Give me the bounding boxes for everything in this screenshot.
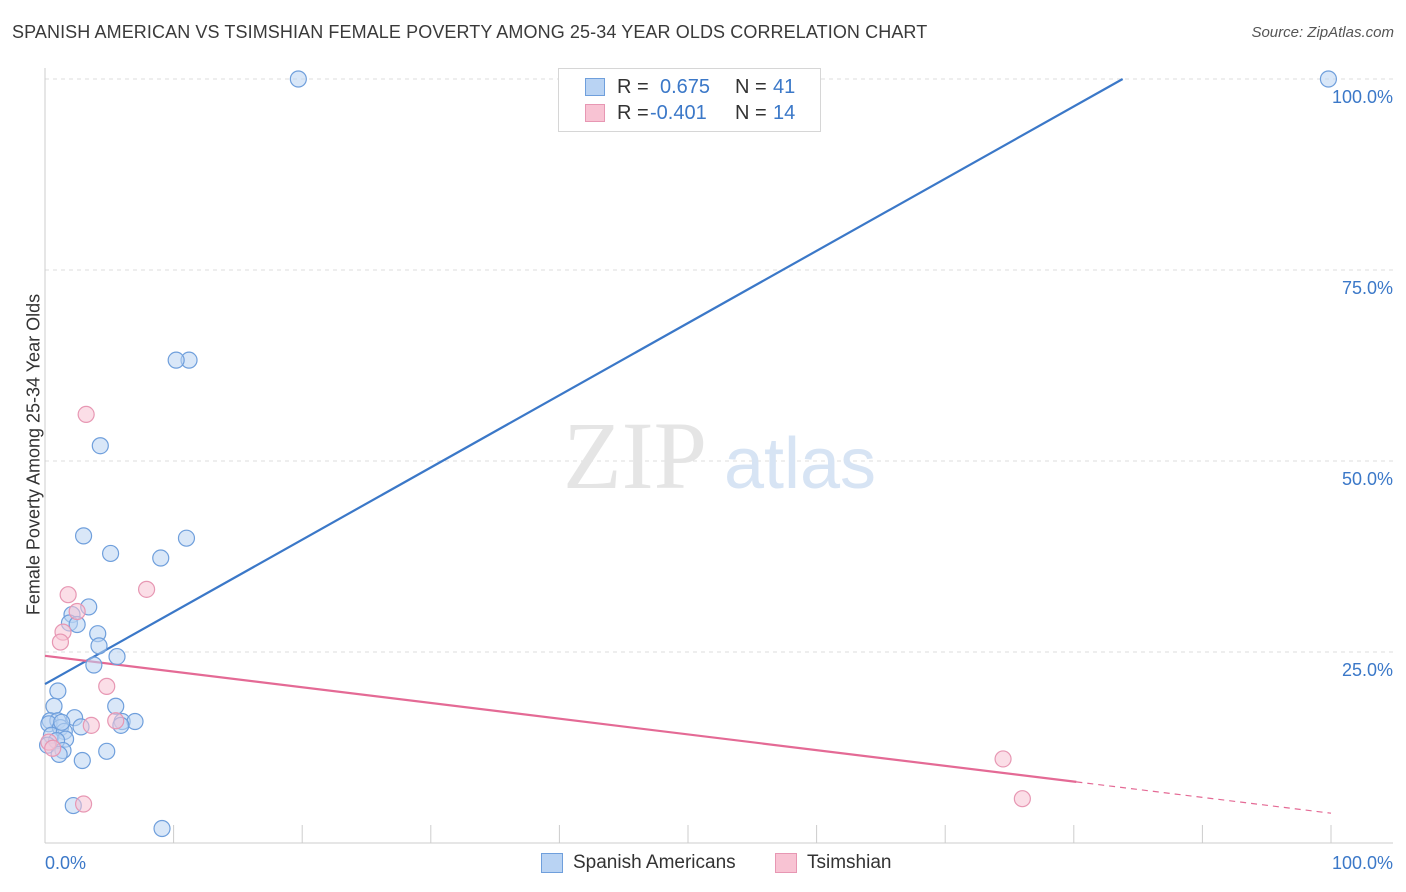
data-point-spanish-americans	[289, 70, 307, 88]
data-point-spanish-americans	[91, 437, 109, 455]
data-point-spanish-americans	[53, 713, 71, 731]
data-point-spanish-americans	[177, 529, 196, 547]
tick-labels: 25.0% 50.0% 75.0% 100.0% 0.0% 100.0%	[45, 87, 1393, 873]
watermark-zip: ZIP	[563, 402, 707, 509]
axes	[44, 68, 1393, 844]
legend-swatch-blue	[585, 78, 605, 96]
data-points	[38, 70, 1338, 838]
legend-r-value: 0.675	[660, 75, 711, 98]
data-point-tsimshian	[51, 633, 70, 651]
legend-row-tsimshian: R = -0.401 N = 14	[559, 100, 820, 126]
trend-line-tsimshian	[44, 654, 1077, 783]
legend-swatch-pink	[585, 104, 605, 122]
data-point-spanish-americans	[107, 697, 125, 715]
x-tick-label-max: 100.0%	[1332, 853, 1393, 873]
legend-item-tsimshian: Tsimshian	[775, 852, 891, 874]
data-point-tsimshian	[77, 405, 95, 423]
y-tick-label: 25.0%	[1342, 660, 1393, 680]
legend-r-label: R =	[617, 75, 649, 98]
correlation-legend: R = 0.675 N = 41 R = -0.401 N = 14	[558, 68, 821, 132]
data-point-tsimshian	[59, 586, 77, 604]
legend-r-value: -0.401	[650, 101, 707, 124]
trend-line-tsimshian	[1076, 781, 1332, 814]
data-point-spanish-americans	[85, 656, 103, 674]
data-point-spanish-americans	[108, 647, 126, 666]
legend-swatch-pink	[775, 853, 797, 873]
data-point-spanish-americans	[73, 751, 91, 770]
series-legend: Spanish Americans Tsimshian	[0, 852, 1406, 878]
y-tick-label: 50.0%	[1342, 469, 1393, 489]
data-point-tsimshian	[1013, 790, 1031, 808]
data-point-spanish-americans	[167, 351, 185, 369]
legend-n-label: N =	[735, 75, 767, 98]
y-tick-label: 75.0%	[1342, 278, 1393, 298]
data-point-spanish-americans	[45, 697, 63, 715]
data-point-spanish-americans	[49, 682, 67, 700]
legend-n-value: 41	[773, 75, 796, 98]
data-point-tsimshian	[44, 739, 62, 757]
data-point-tsimshian	[994, 750, 1012, 768]
y-axis-label: Female Poverty Among 25-34 Year Olds	[23, 293, 44, 616]
data-point-spanish-americans	[1319, 70, 1338, 88]
y-tick-label: 100.0%	[1332, 87, 1393, 107]
legend-label: Tsimshian	[807, 852, 892, 873]
data-point-spanish-americans	[153, 819, 171, 838]
data-point-spanish-americans	[126, 712, 144, 731]
legend-row-spanish-americans: R = 0.675 N = 41	[559, 74, 820, 100]
chart-title: SPANISH AMERICAN VS TSIMSHIAN FEMALE POV…	[12, 22, 928, 42]
source-credit: Source: ZipAtlas.com	[1251, 24, 1394, 41]
x-tick-label-min: 0.0%	[45, 853, 86, 873]
data-point-tsimshian	[68, 602, 86, 621]
legend-n-value: 14	[773, 101, 796, 124]
data-point-tsimshian	[107, 712, 125, 730]
data-point-tsimshian	[82, 716, 100, 734]
data-point-spanish-americans	[98, 742, 116, 760]
legend-r-label: R =	[617, 101, 649, 124]
watermark-atlas: atlas	[724, 424, 876, 504]
data-point-tsimshian	[137, 580, 156, 598]
data-point-spanish-americans	[152, 549, 170, 567]
data-point-spanish-americans	[101, 544, 120, 563]
data-point-spanish-americans	[74, 527, 93, 545]
legend-label: Spanish Americans	[573, 852, 736, 873]
legend-n-label: N =	[735, 101, 767, 124]
legend-item-spanish-americans: Spanish Americans	[541, 852, 736, 874]
data-point-tsimshian	[98, 677, 116, 695]
watermark: ZIP atlas	[563, 402, 876, 509]
data-point-spanish-americans	[90, 637, 108, 655]
legend-swatch-blue	[541, 853, 563, 873]
trend-line-spanish-americans	[44, 78, 1124, 686]
trend-lines	[44, 78, 1332, 814]
gridlines	[45, 78, 1393, 653]
data-point-tsimshian	[74, 795, 93, 813]
